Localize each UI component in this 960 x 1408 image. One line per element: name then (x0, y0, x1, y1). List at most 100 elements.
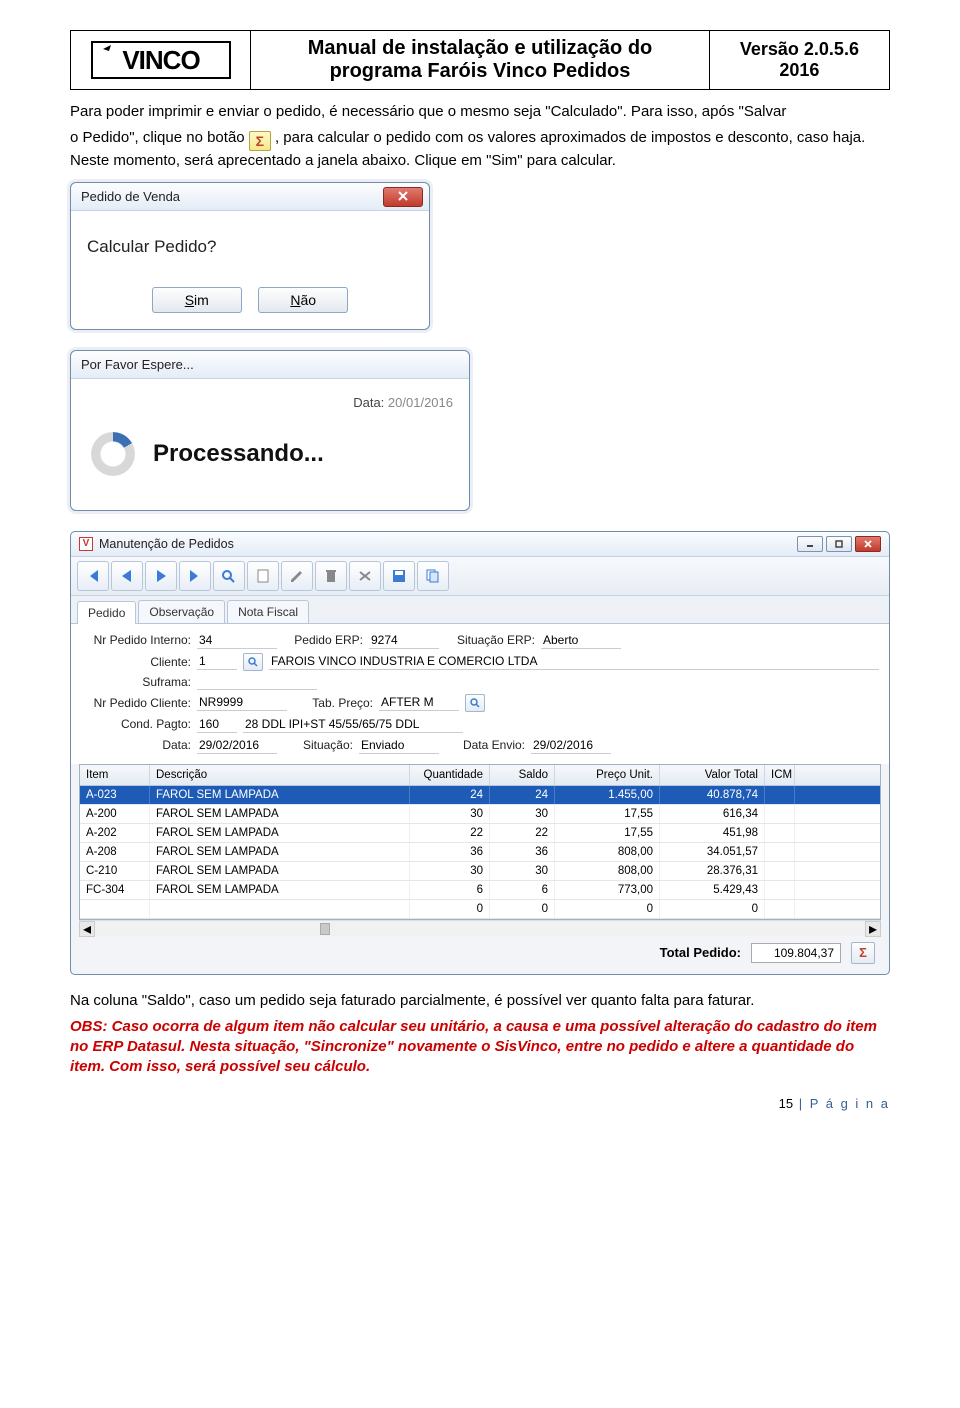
edit-button[interactable] (281, 561, 313, 591)
doc-header: VINCO Manual de instalação e utilização … (70, 30, 890, 90)
page-label: P á g i n a (810, 1096, 890, 1111)
close-button[interactable] (383, 187, 423, 207)
title-line1: Manual de instalação e utilização do (308, 37, 653, 59)
doc-title: Manual de instalação e utilização do pro… (251, 31, 710, 90)
first-button[interactable] (77, 561, 109, 591)
suframa-label: Suframa: (81, 675, 191, 689)
doc-version: Versão 2.0.5.6 2016 (709, 31, 889, 90)
table-row[interactable]: 0000 (80, 900, 880, 919)
version-line1: Versão 2.0.5.6 (740, 39, 859, 59)
sit-erp-label: Situação ERP: (445, 633, 535, 647)
logo-cell: VINCO (71, 31, 251, 90)
paragraph-obs: OBS: Caso ocorra de algum item não calcu… (70, 1017, 890, 1078)
tab-strip: Pedido Observação Nota Fiscal (71, 596, 889, 624)
save-button[interactable] (383, 561, 415, 591)
nr-cli-label: Nr Pedido Cliente: (81, 696, 191, 710)
yes-button[interactable]: Sim (152, 287, 242, 313)
cond-cod: 160 (197, 716, 237, 733)
page-number: 15 (779, 1096, 793, 1111)
sit-value: Enviado (359, 737, 439, 754)
copy-button[interactable] (417, 561, 449, 591)
data-value: 29/02/2016 (197, 737, 277, 754)
confirm-dialog-text: Calcular Pedido? (87, 237, 413, 257)
prev-button[interactable] (111, 561, 143, 591)
last-button[interactable] (179, 561, 211, 591)
page-footer: 15 | P á g i n a (70, 1096, 890, 1111)
cond-label: Cond. Pagto: (81, 717, 191, 731)
data-label: Data: (353, 395, 384, 410)
para2-prefix: o Pedido", clique no botão (70, 129, 249, 146)
tab-preco-label: Tab. Preço: (293, 696, 373, 710)
col-preco[interactable]: Preço Unit. (555, 765, 660, 785)
total-label: Total Pedido: (660, 945, 741, 960)
erp-value: 9274 (369, 632, 439, 649)
table-row[interactable]: FC-304FAROL SEM LAMPADA66773,005.429,43 (80, 881, 880, 900)
table-row[interactable]: A-023FAROL SEM LAMPADA24241.455,0040.878… (80, 786, 880, 805)
no-button[interactable]: Não (258, 287, 348, 313)
next-button[interactable] (145, 561, 177, 591)
cancel-button[interactable] (349, 561, 381, 591)
processing-dialog-title: Por Favor Espere... (71, 351, 469, 379)
nr-int-value: 34 (197, 632, 277, 649)
data-label: Data: (81, 738, 191, 752)
col-saldo[interactable]: Saldo (490, 765, 555, 785)
toolbar (71, 557, 889, 596)
table-row[interactable]: A-208FAROL SEM LAMPADA3636808,0034.051,5… (80, 843, 880, 862)
scroll-left-icon[interactable]: ◂ (79, 921, 95, 937)
processing-text: Processando... (153, 440, 324, 468)
table-row[interactable]: A-202FAROL SEM LAMPADA222217,55451,98 (80, 824, 880, 843)
search-button[interactable] (213, 561, 245, 591)
items-grid: Item Descrição Quantidade Saldo Preço Un… (79, 764, 881, 920)
col-icm[interactable]: ICM (765, 765, 795, 785)
app-close-button[interactable] (855, 536, 881, 552)
env-value: 29/02/2016 (531, 737, 611, 754)
erp-label: Pedido ERP: (283, 633, 363, 647)
cond-desc: 28 DDL IPI+ST 45/55/65/75 DDL (243, 716, 463, 733)
minimize-button[interactable] (797, 536, 823, 552)
table-row[interactable]: A-200FAROL SEM LAMPADA303017,55616,34 (80, 805, 880, 824)
suframa-value (197, 675, 317, 690)
paragraph-2: o Pedido", clique no botão Σ , para calc… (70, 128, 890, 171)
tab-preco-value: AFTER M (379, 694, 459, 711)
app-title: Manutenção de Pedidos (99, 537, 234, 551)
tabpreco-lookup-button[interactable] (465, 694, 485, 712)
col-desc[interactable]: Descrição (150, 765, 410, 785)
cliente-lookup-button[interactable] (243, 653, 263, 671)
sit-label: Situação: (283, 738, 353, 752)
sit-erp-value: Aberto (541, 632, 621, 649)
paragraph-3: Na coluna "Saldo", caso um pedido seja f… (70, 991, 890, 1011)
total-value: 109.804,37 (751, 943, 841, 963)
col-qtd[interactable]: Quantidade (410, 765, 490, 785)
tab-pedido[interactable]: Pedido (77, 601, 136, 624)
cliente-label: Cliente: (81, 655, 191, 669)
paragraph-1: Para poder imprimir e enviar o pedido, é… (70, 102, 890, 122)
col-item[interactable]: Item (80, 765, 150, 785)
tab-notafiscal[interactable]: Nota Fiscal (227, 600, 309, 623)
scroll-right-icon[interactable]: ▸ (865, 921, 881, 937)
new-button[interactable] (247, 561, 279, 591)
title-line2: programa Faróis Vinco Pedidos (330, 60, 631, 82)
confirm-dialog-title: Pedido de Venda (71, 183, 429, 211)
table-row[interactable]: C-210FAROL SEM LAMPADA3030808,0028.376,3… (80, 862, 880, 881)
processing-dialog: Por Favor Espere... Data: 20/01/2016 Pro… (70, 350, 470, 511)
sigma-total-button[interactable]: Σ (851, 942, 875, 964)
col-total[interactable]: Valor Total (660, 765, 765, 785)
env-label: Data Envio: (445, 738, 525, 752)
nr-cli-value: NR9999 (197, 694, 287, 711)
cliente-nome: FAROIS VINCO INDUSTRIA E COMERCIO LTDA (269, 653, 879, 670)
data-value: 20/01/2016 (388, 395, 453, 410)
delete-button[interactable] (315, 561, 347, 591)
cliente-cod: 1 (197, 653, 237, 670)
svg-text:VINCO: VINCO (122, 45, 200, 75)
app-window: V Manutenção de Pedidos Pedido Obse (70, 531, 890, 975)
sigma-button-icon: Σ (249, 131, 271, 151)
form-area: Nr Pedido Interno: 34 Pedido ERP: 9274 S… (71, 624, 889, 764)
tab-observacao[interactable]: Observação (138, 600, 225, 623)
scroll-thumb[interactable] (320, 923, 330, 935)
horizontal-scrollbar[interactable]: ◂ ▸ (79, 920, 881, 936)
spinner-icon (91, 432, 135, 476)
confirm-dialog: Pedido de Venda Calcular Pedido? Sim Não (70, 182, 430, 330)
nr-int-label: Nr Pedido Interno: (81, 633, 191, 647)
version-line2: 2016 (779, 60, 819, 80)
maximize-button[interactable] (826, 536, 852, 552)
